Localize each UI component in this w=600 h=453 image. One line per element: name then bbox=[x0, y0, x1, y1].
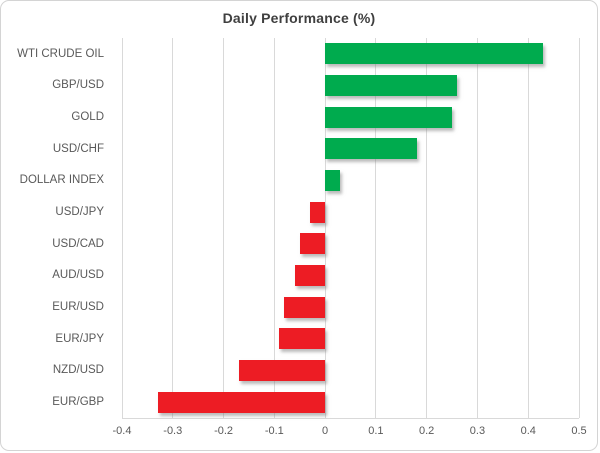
gridline-0.5 bbox=[578, 38, 580, 418]
gridline-0.1 bbox=[375, 38, 377, 418]
gridline--0.4 bbox=[121, 38, 123, 418]
x-tick-label-0.3: 0.3 bbox=[469, 425, 486, 437]
x-tick-label-0: 0 bbox=[322, 425, 329, 437]
value-axis: -0.4 -0.3 -0.2 -0.1 0 0.1 0.2 0.3 0.4 0.5 bbox=[113, 425, 587, 445]
bar-usd-chf bbox=[325, 138, 417, 160]
bar-usd-jpy bbox=[309, 201, 326, 223]
gridline-0.2 bbox=[426, 38, 428, 418]
category-label-gbp-usd: GBP/USD bbox=[52, 79, 104, 92]
x-tick-label--0.3: -0.3 bbox=[163, 425, 183, 437]
x-tick-label-0.4: 0.4 bbox=[520, 425, 536, 437]
gridline-0 bbox=[324, 38, 326, 418]
bar-dollar-index bbox=[325, 170, 341, 191]
gridline-0.4 bbox=[527, 38, 529, 418]
category-label-usd-chf: USD/CHF bbox=[52, 142, 104, 155]
bar-eur-usd bbox=[284, 296, 326, 318]
x-tick-label--0.4: -0.4 bbox=[112, 425, 132, 437]
category-label-eur-usd: EUR/USD bbox=[52, 301, 104, 314]
gridline--0.3 bbox=[172, 38, 174, 418]
category-axis: WTI CRUDE OIL GBP/USD GOLD USD/CHF DOLLAR IN… bbox=[1, 38, 113, 418]
bar-nzd-usd bbox=[238, 360, 326, 381]
x-tick-label-0.5: 0.5 bbox=[571, 425, 587, 437]
bar-gbp-usd bbox=[325, 75, 458, 96]
gridline-0.3 bbox=[476, 38, 478, 418]
category-label-eur-gbp: EUR/GBP bbox=[52, 396, 104, 409]
bar-usd-cad bbox=[299, 233, 326, 255]
category-label-usd-cad: USD/CAD bbox=[52, 237, 104, 250]
x-tick-label-0.1: 0.1 bbox=[368, 425, 384, 437]
plot-area bbox=[121, 38, 580, 419]
bar-aud-usd bbox=[294, 265, 326, 286]
category-label-aud-usd: AUD/USD bbox=[52, 269, 104, 282]
x-tick-label-0.2: 0.2 bbox=[419, 425, 435, 437]
category-label-nzd-usd: NZD/USD bbox=[52, 364, 104, 377]
gridline--0.1 bbox=[273, 38, 275, 418]
category-label-usd-jpy: USD/JPY bbox=[55, 206, 104, 219]
category-label-gold: GOLD bbox=[71, 111, 104, 124]
x-tick-label--0.1: -0.1 bbox=[264, 425, 284, 437]
category-label-dollar-index: DOLLAR INDEX bbox=[19, 174, 104, 187]
category-label-eur-jpy: EUR/JPY bbox=[55, 332, 104, 345]
bar-gold bbox=[325, 106, 453, 128]
x-tick-label--0.2: -0.2 bbox=[214, 425, 234, 437]
chart-title: Daily Performance (%) bbox=[222, 10, 376, 26]
category-label-wti-crude-oil: WTI CRUDE OIL bbox=[17, 47, 104, 60]
bar-wti-crude-oil bbox=[325, 43, 544, 65]
bar-eur-jpy bbox=[279, 328, 326, 350]
gridline--0.2 bbox=[223, 38, 225, 418]
bar-eur-gbp bbox=[157, 391, 326, 413]
